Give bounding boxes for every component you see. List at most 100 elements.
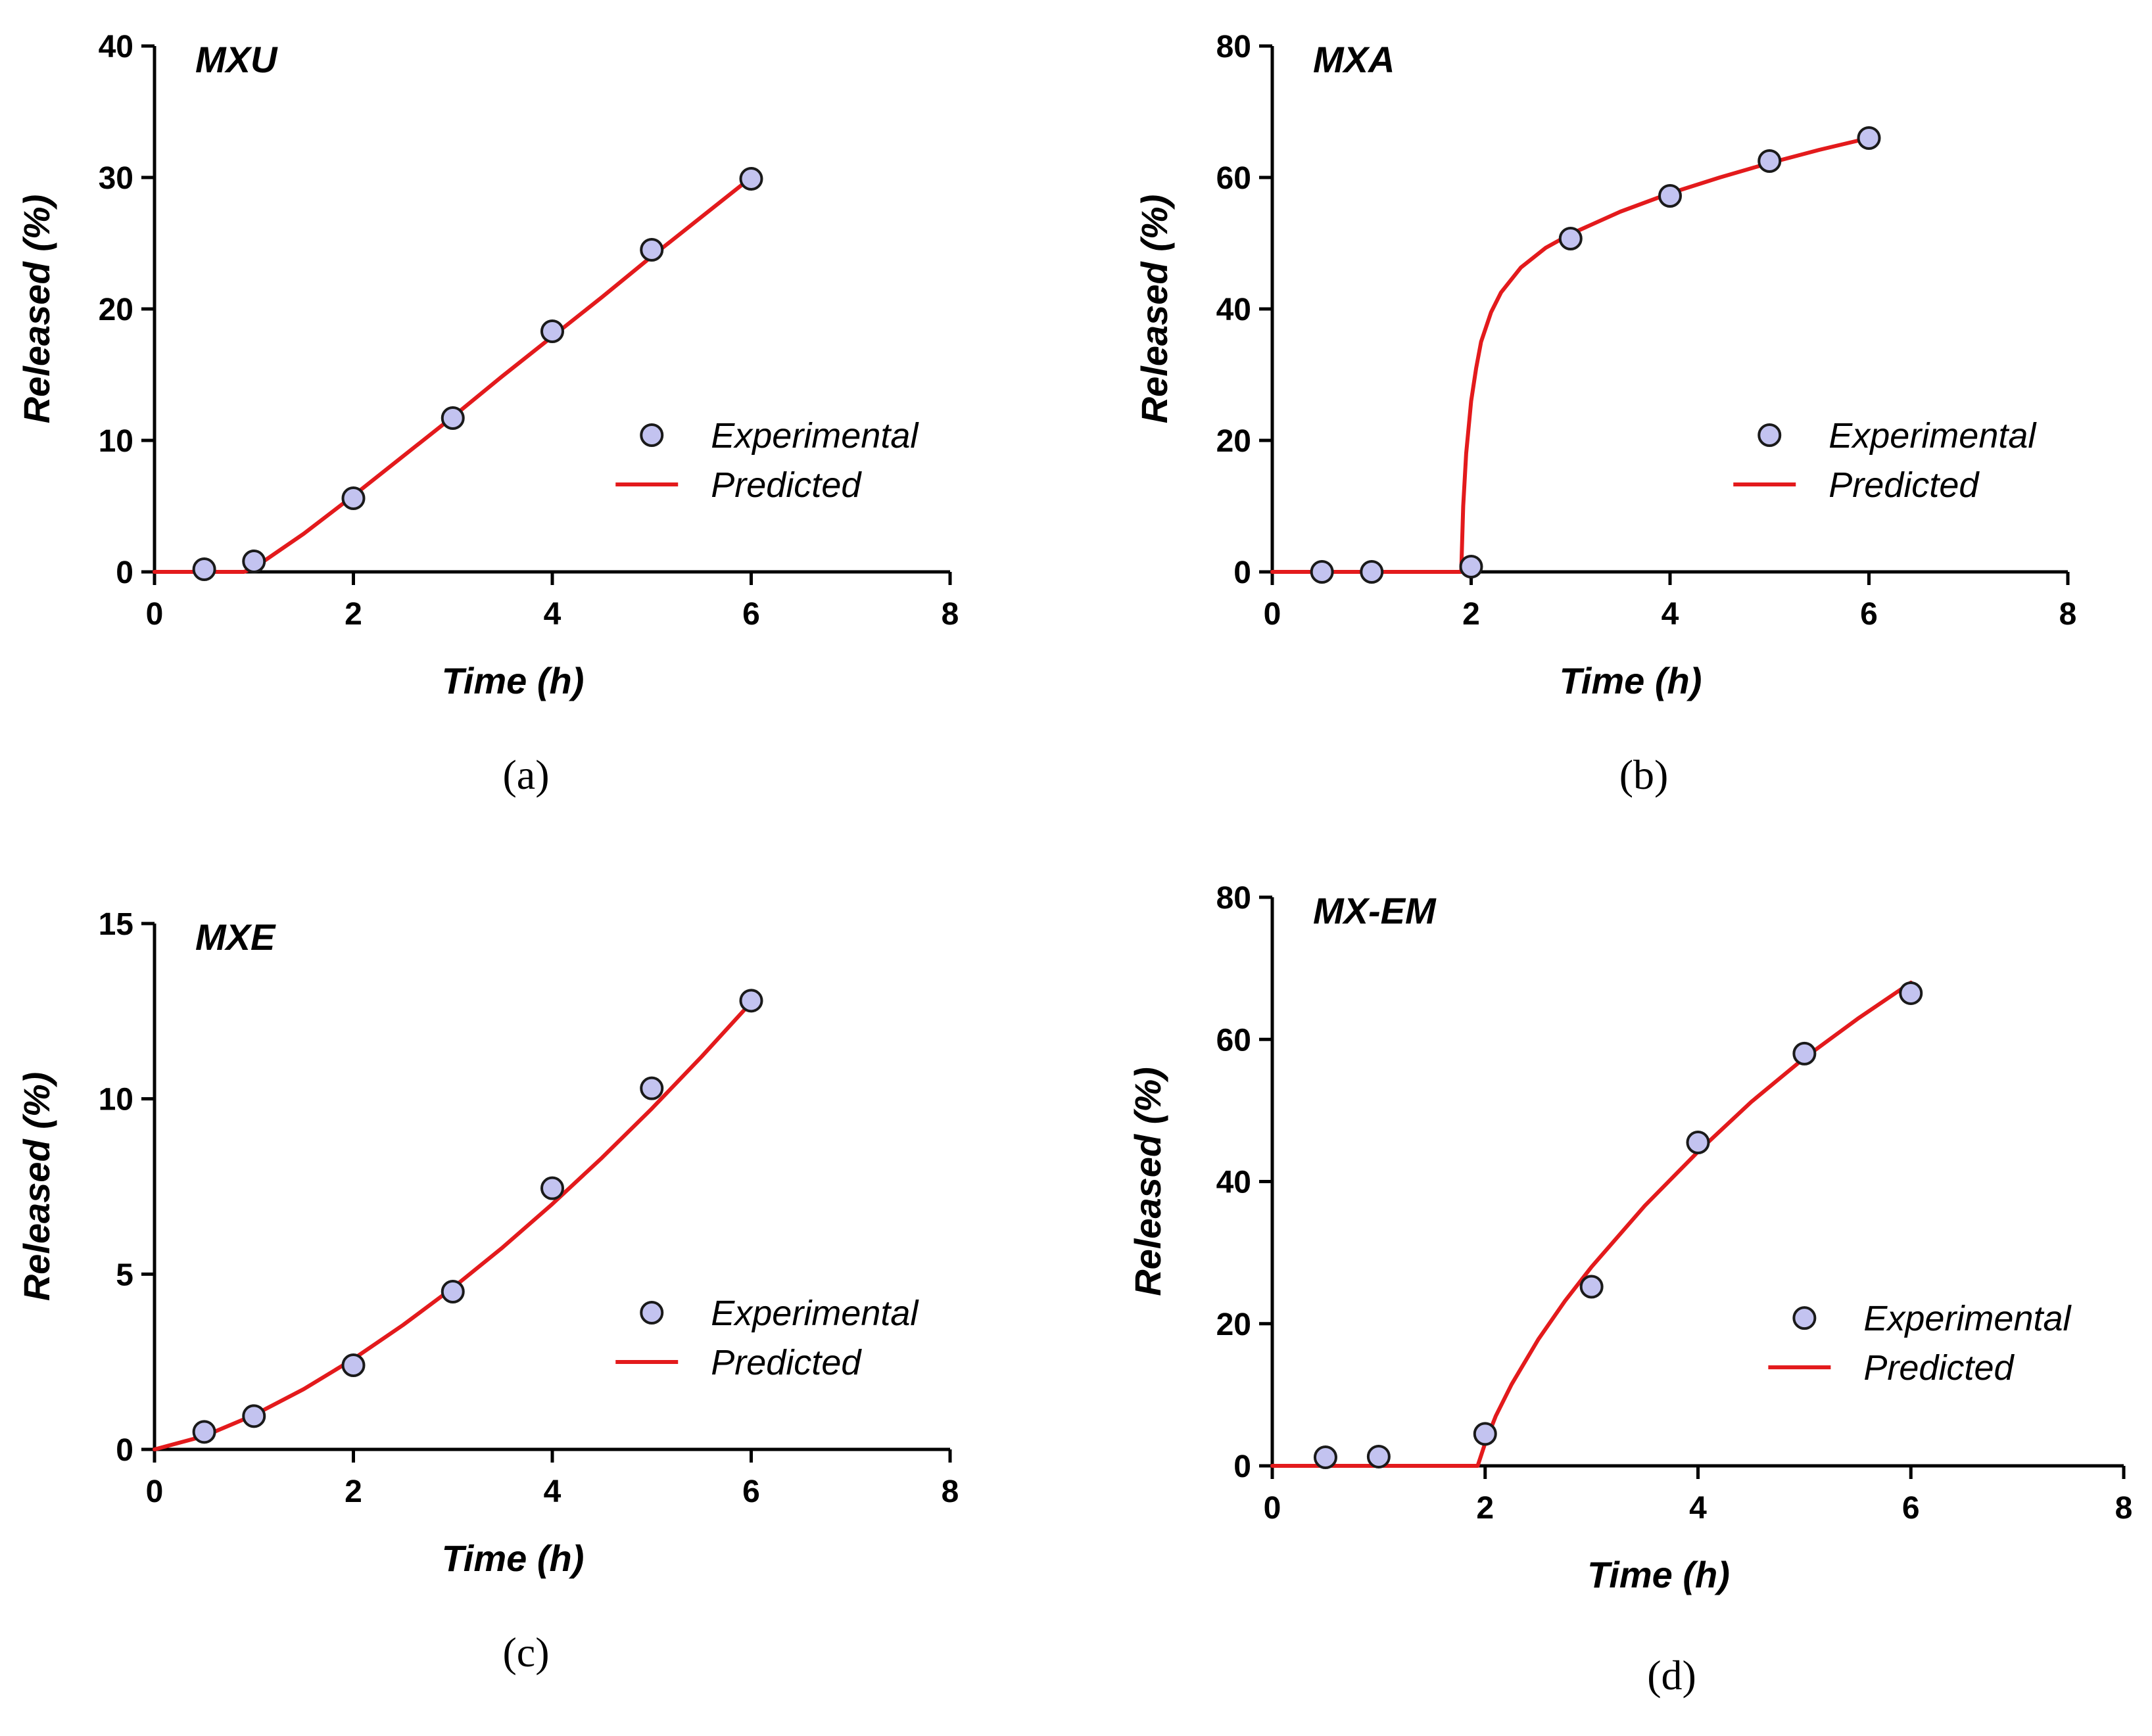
experimental-point	[1757, 149, 1782, 173]
experimental-point	[1366, 1444, 1391, 1468]
experimental-point	[242, 1404, 266, 1428]
x-tick-label: 4	[1689, 1491, 1707, 1526]
y-tick-label: 0	[116, 555, 133, 590]
experimental-point	[640, 1076, 664, 1100]
experimental-point	[441, 1280, 465, 1303]
x-tick-label: 8	[2059, 597, 2077, 632]
x-tick-label: 6	[742, 1474, 760, 1509]
x-tick-label: 6	[1902, 1491, 1920, 1526]
chart-panel-c: 0 2 4 6 8 0 5 10 15 Time (h) Released (%) MXE Experi…	[16, 907, 959, 1676]
experimental-point	[739, 989, 763, 1013]
y-tick-label: 0	[1233, 555, 1251, 590]
experimental-point	[1558, 227, 1583, 250]
x-axis-title: Time (h)	[1560, 660, 1702, 701]
experimental-point	[540, 319, 564, 343]
experimental-point	[192, 1420, 216, 1444]
x-tick-label: 4	[1662, 597, 1679, 632]
x-axis-title: Time (h)	[442, 1537, 585, 1579]
experimental-point	[1792, 1041, 1817, 1066]
x-tick-label: 2	[345, 1474, 362, 1509]
chart-title: MX-EM	[1313, 890, 1437, 931]
experimental-point	[192, 557, 216, 581]
experimental-point	[540, 1176, 564, 1200]
y-tick-label: 60	[1216, 161, 1251, 196]
experimental-point	[1686, 1131, 1710, 1155]
predicted-curve	[1270, 136, 1871, 574]
predicted-curve	[153, 176, 753, 574]
y-tick-label: 20	[99, 293, 133, 327]
predicted-curve	[153, 1000, 753, 1451]
legend-label-experimental: Experimental	[711, 416, 919, 456]
x-tick-label: 0	[1264, 597, 1281, 632]
y-tick-label: 5	[116, 1257, 133, 1292]
y-tick-label: 10	[99, 424, 133, 459]
y-tick-label: 15	[99, 907, 133, 942]
legend-label-experimental: Experimental	[1863, 1299, 2072, 1338]
experimental-point	[1473, 1422, 1497, 1446]
experimental-point	[341, 1353, 366, 1377]
y-tick-label: 10	[99, 1083, 133, 1117]
y-axis-title: Released (%)	[1134, 195, 1175, 424]
legend-marker-experimental	[1792, 1306, 1817, 1330]
legend-marker-experimental	[640, 1301, 664, 1325]
y-tick-label: 40	[1216, 293, 1251, 327]
panel-label: (d)	[1647, 1652, 1696, 1699]
experimental-point	[640, 238, 664, 262]
legend-label-predicted: Predicted	[711, 465, 862, 505]
experimental-point	[1360, 560, 1384, 584]
y-axis-title: Released (%)	[16, 195, 57, 424]
x-tick-label: 2	[345, 597, 362, 632]
y-tick-label: 40	[99, 30, 133, 64]
x-tick-label: 4	[544, 1474, 562, 1509]
panel-label: (c)	[502, 1629, 549, 1676]
x-tick-label: 0	[1264, 1491, 1281, 1526]
panel-label: (a)	[502, 751, 549, 798]
x-tick-label: 0	[146, 1474, 164, 1509]
y-axis-title: Released (%)	[16, 1072, 57, 1302]
y-axis-title: Released (%)	[1127, 1067, 1168, 1296]
experimental-point	[739, 167, 763, 191]
experimental-point	[242, 550, 266, 573]
x-tick-label: 2	[1462, 597, 1480, 632]
legend-marker-experimental	[1757, 423, 1782, 447]
x-axis-title: Time (h)	[442, 660, 585, 701]
experimental-point	[1579, 1275, 1604, 1299]
x-tick-label: 6	[1860, 597, 1878, 632]
chart-panel-a: 0 2 4 6 8 0 10 20 30 40 Time (h) Released (%) MXU Exp…	[16, 30, 959, 798]
chart-title: MXU	[195, 39, 278, 80]
experimental-point	[1899, 981, 1923, 1005]
legend-label-experimental: Experimental	[711, 1294, 919, 1333]
y-tick-label: 80	[1216, 30, 1251, 64]
experimental-point	[441, 406, 465, 430]
experimental-point	[1313, 1445, 1337, 1470]
chart-title: MXA	[1313, 39, 1395, 80]
experimental-point	[1310, 560, 1334, 584]
x-tick-label: 8	[2115, 1491, 2133, 1526]
y-tick-label: 20	[1216, 424, 1251, 459]
x-axis-title: Time (h)	[1587, 1554, 1730, 1595]
y-tick-label: 0	[116, 1433, 133, 1468]
chart-title: MXE	[195, 916, 276, 958]
legend-label-experimental: Experimental	[1829, 416, 2037, 456]
legend-label-predicted: Predicted	[711, 1343, 862, 1382]
experimental-point	[1658, 184, 1682, 208]
experimental-point	[1459, 555, 1483, 578]
x-tick-label: 2	[1476, 1491, 1494, 1526]
legend-label-predicted: Predicted	[1829, 465, 1980, 505]
y-tick-label: 30	[99, 161, 133, 196]
x-tick-label: 8	[942, 597, 959, 632]
panel-label: (b)	[1619, 751, 1669, 798]
y-tick-label: 60	[1216, 1023, 1251, 1058]
x-tick-label: 6	[742, 597, 760, 632]
experimental-point	[1857, 126, 1881, 150]
legend-label-predicted: Predicted	[1863, 1348, 2015, 1388]
y-tick-label: 0	[1233, 1449, 1251, 1484]
x-tick-label: 4	[544, 597, 562, 632]
y-tick-label: 20	[1216, 1307, 1251, 1342]
x-tick-label: 8	[942, 1474, 959, 1509]
y-tick-label: 40	[1216, 1165, 1251, 1200]
legend-marker-experimental	[640, 423, 664, 447]
